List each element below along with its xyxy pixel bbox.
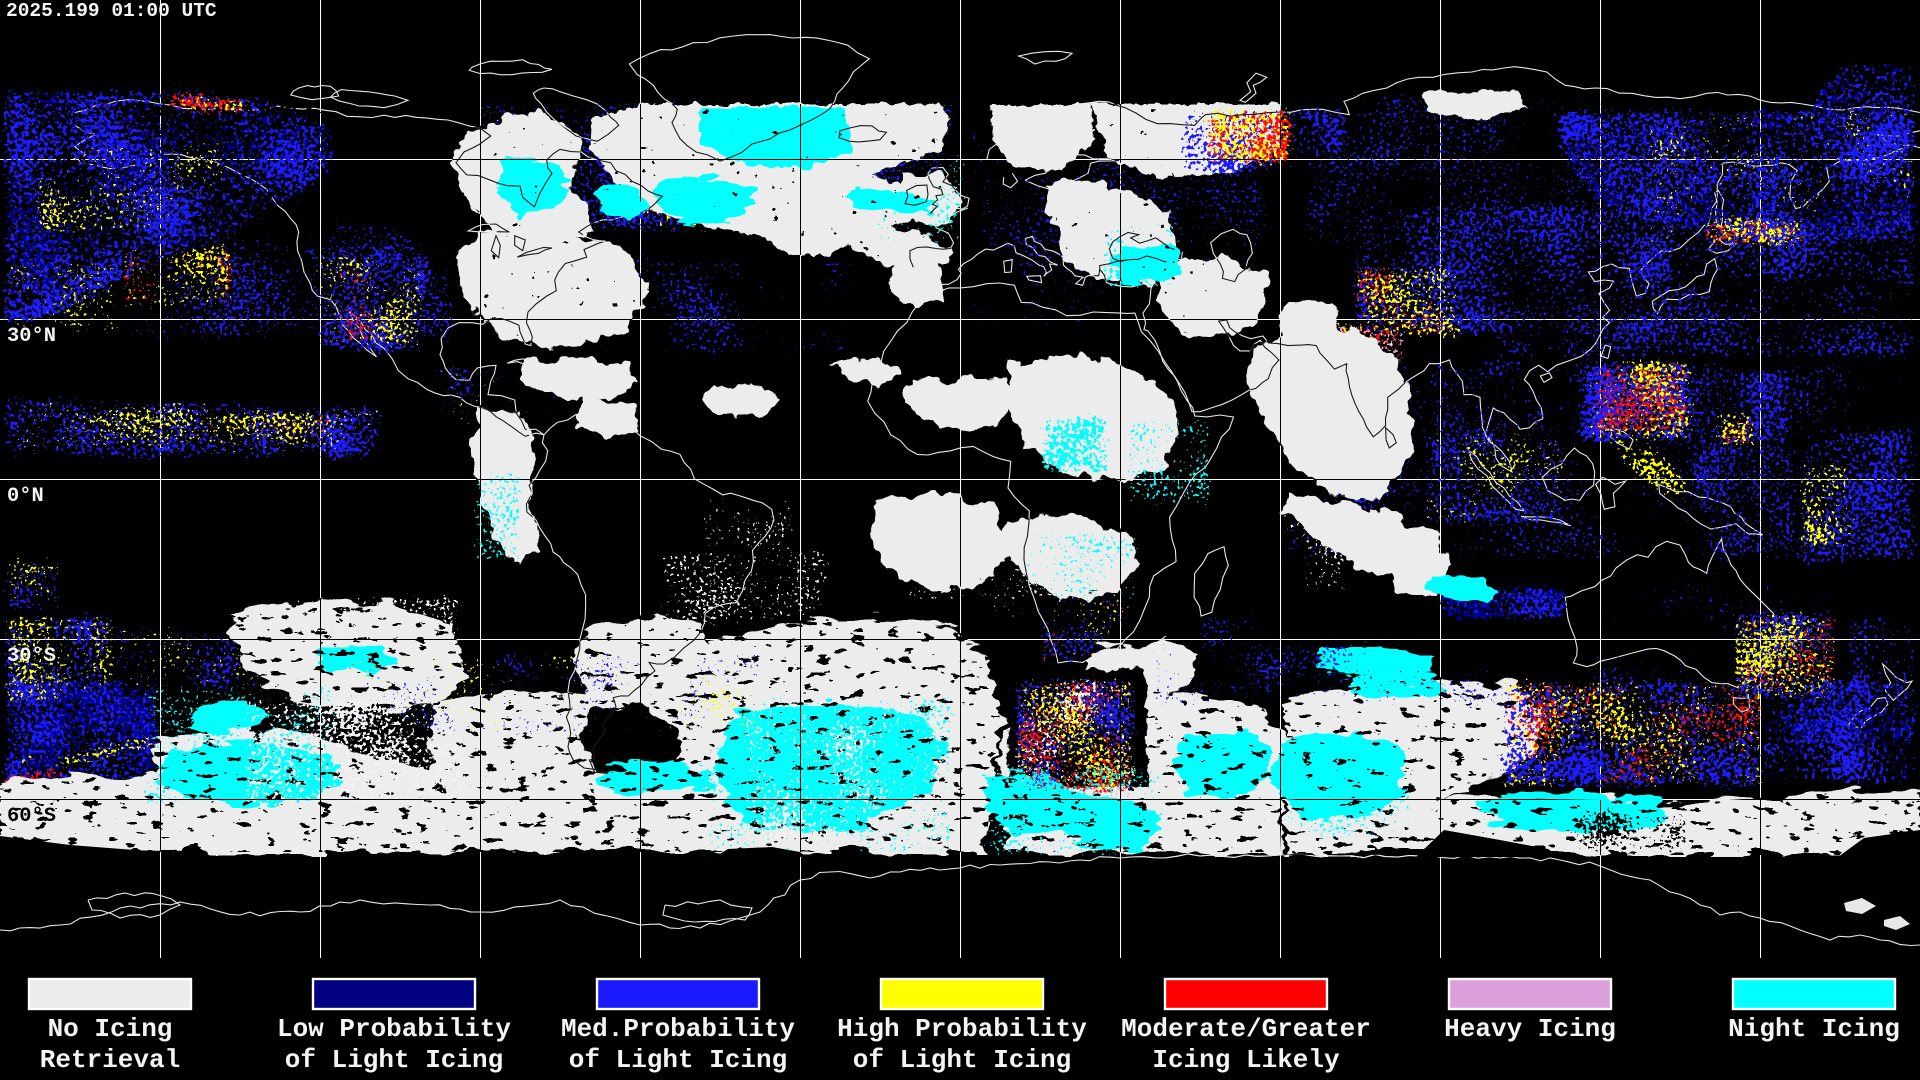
- svg-text:Heavy Icing: Heavy Icing: [1444, 1014, 1616, 1044]
- svg-text:of Light Icing: of Light Icing: [569, 1045, 787, 1075]
- svg-text:Icing Likely: Icing Likely: [1152, 1045, 1340, 1075]
- svg-text:30°N: 30°N: [7, 325, 56, 348]
- svg-text:No Icing: No Icing: [48, 1014, 173, 1044]
- svg-text:Med.Probability: Med.Probability: [561, 1014, 795, 1044]
- svg-text:of Light Icing: of Light Icing: [285, 1045, 503, 1075]
- svg-text:60°S: 60°S: [7, 805, 56, 828]
- svg-text:Moderate/Greater: Moderate/Greater: [1121, 1014, 1371, 1044]
- svg-text:2025.199 01:00 UTC: 2025.199 01:00 UTC: [6, 0, 217, 22]
- svg-text:of Light Icing: of Light Icing: [853, 1045, 1071, 1075]
- svg-text:Low Probability: Low Probability: [277, 1014, 511, 1044]
- svg-text:30°S: 30°S: [7, 645, 56, 668]
- svg-text:High Probability: High Probability: [837, 1014, 1087, 1044]
- svg-text:Night Icing: Night Icing: [1728, 1014, 1900, 1044]
- svg-text:0°N: 0°N: [7, 485, 44, 508]
- svg-text:Retrieval: Retrieval: [40, 1045, 180, 1075]
